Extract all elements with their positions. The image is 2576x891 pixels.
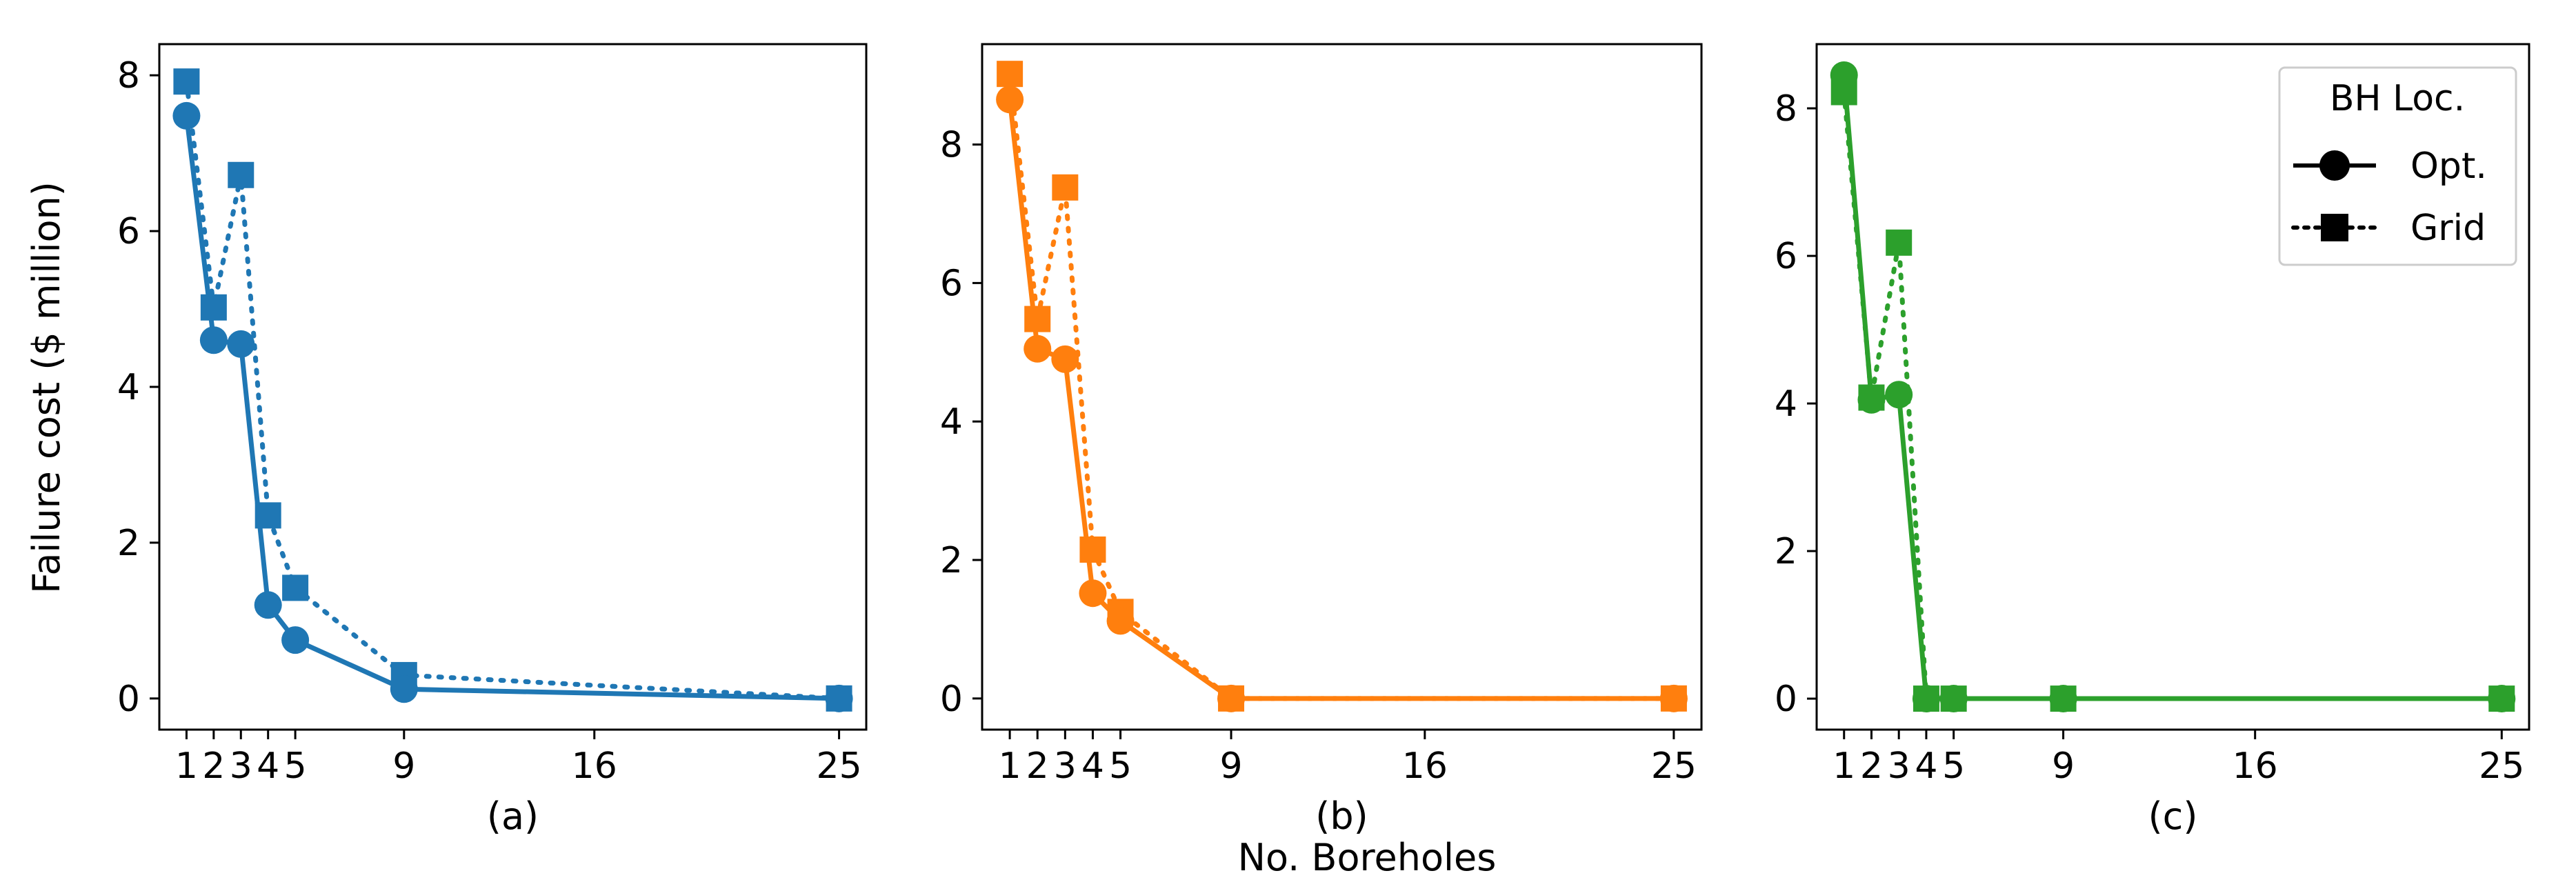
- x-tick-label: 16: [1402, 745, 1448, 787]
- x-tick-label: 4: [1915, 745, 1937, 787]
- x-tick-label: 2: [202, 745, 225, 787]
- data-point-grid: [1052, 174, 1079, 201]
- x-tick-label: 25: [1651, 745, 1697, 787]
- x-tick-label: 16: [572, 745, 617, 787]
- x-tick-label: 4: [1081, 745, 1104, 787]
- data-point-opt: [1051, 345, 1079, 373]
- series-line-opt: [183, 115, 839, 701]
- data-point-opt: [227, 330, 255, 358]
- panel-label: (a): [487, 794, 539, 838]
- data-point-grid: [997, 61, 1024, 88]
- data-point-grid: [282, 574, 309, 601]
- y-tick-label: 8: [940, 125, 963, 166]
- x-tick-label: 3: [1888, 745, 1910, 787]
- data-point-opt: [1857, 386, 1886, 414]
- x-tick-label: 5: [284, 745, 307, 787]
- data-point-opt: [390, 675, 418, 703]
- y-tick-label: 2: [940, 540, 963, 581]
- x-tick-label: 1: [175, 745, 198, 787]
- data-point-opt: [199, 326, 228, 354]
- x-tick-label: 5: [1942, 745, 1965, 787]
- legend-grid-marker: [2321, 214, 2348, 241]
- data-point-grid: [254, 502, 281, 529]
- y-tick-label: 2: [1775, 531, 1797, 572]
- panel-frame: [158, 43, 868, 731]
- panel-frame: [1815, 43, 2530, 731]
- legend-opt-marker: [2319, 150, 2350, 181]
- y-tick-label: 6: [1775, 236, 1797, 277]
- data-point-opt: [254, 591, 282, 619]
- x-tick-label: 1: [999, 745, 1021, 787]
- y-tick-label: 4: [1775, 383, 1797, 425]
- data-point-opt: [1659, 684, 1688, 712]
- y-axis-title: Failure cost ($ million): [25, 181, 68, 594]
- y-tick-label: 2: [117, 523, 140, 564]
- x-tick-label: 9: [392, 745, 415, 787]
- y-tick-label: 6: [117, 211, 140, 252]
- y-tick-label: 4: [940, 401, 963, 443]
- data-point-grid: [200, 294, 227, 321]
- x-tick-label: 2: [1860, 745, 1883, 787]
- data-point-opt: [1079, 579, 1107, 608]
- y-tick-label: 4: [117, 367, 140, 408]
- x-tick-label: 5: [1109, 745, 1132, 787]
- data-point-grid: [1024, 306, 1051, 332]
- data-point-opt: [172, 101, 201, 130]
- x-tick-label: 2: [1026, 745, 1049, 787]
- x-tick-label: 4: [257, 745, 279, 787]
- panel-frame: [981, 43, 1703, 731]
- data-point-opt: [1217, 684, 1246, 712]
- data-point-opt: [1912, 685, 1940, 713]
- data-point-opt: [1939, 685, 1968, 713]
- x-tick-label: 25: [2479, 745, 2524, 787]
- x-tick-label: 9: [1219, 745, 1242, 787]
- data-point-opt: [281, 626, 310, 654]
- data-point-opt: [1024, 334, 1052, 363]
- data-point-opt: [1885, 381, 1913, 409]
- y-tick-label: 8: [117, 55, 140, 97]
- data-point-grid: [173, 68, 200, 95]
- x-tick-label: 3: [1054, 745, 1077, 787]
- x-tick-label: 9: [2052, 745, 2075, 787]
- data-point-opt: [825, 684, 853, 712]
- legend: BH Loc. Opt. Grid: [2278, 66, 2517, 266]
- y-tick-label: 0: [117, 679, 140, 720]
- y-tick-label: 0: [940, 679, 963, 720]
- data-point-opt: [2488, 685, 2516, 713]
- x-tick-label: 25: [816, 745, 861, 787]
- series-line-grid: [183, 79, 842, 701]
- data-point-grid: [228, 161, 254, 188]
- data-point-grid: [1886, 229, 1913, 256]
- x-tick-label: 16: [2233, 745, 2278, 787]
- legend-title: BH Loc.: [2330, 78, 2465, 119]
- x-tick-label: 1: [1833, 745, 1855, 787]
- data-point-opt: [2049, 685, 2077, 713]
- data-point-opt: [1106, 607, 1135, 635]
- legend-opt-label: Opt.: [2410, 146, 2487, 187]
- data-point-opt: [1830, 61, 1858, 89]
- data-point-grid: [1079, 536, 1106, 563]
- data-point-opt: [996, 86, 1024, 114]
- y-tick-label: 8: [1775, 88, 1797, 130]
- panel-label: (c): [2148, 794, 2198, 838]
- y-tick-label: 0: [1775, 679, 1797, 720]
- legend-grid-label: Grid: [2410, 208, 2486, 249]
- panel-label: (b): [1315, 794, 1368, 838]
- x-tick-label: 3: [230, 745, 252, 787]
- x-axis-title: No. Boreholes: [1238, 836, 1497, 879]
- y-tick-label: 6: [940, 263, 963, 304]
